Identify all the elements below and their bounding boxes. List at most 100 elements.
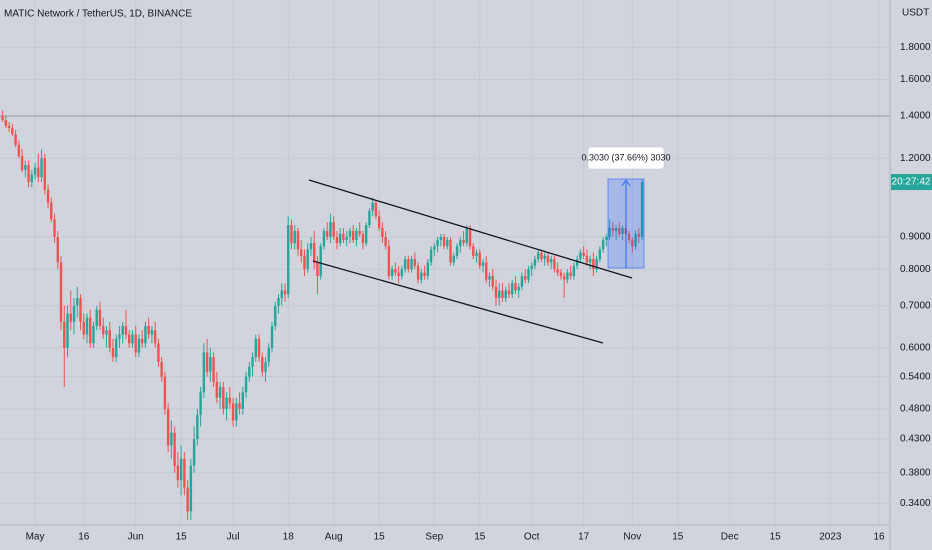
candle-body <box>403 259 407 270</box>
price-axis <box>890 0 932 550</box>
y-tick-label: 1.8000 <box>900 42 931 53</box>
candle-body <box>183 458 186 488</box>
candle-body <box>524 276 527 280</box>
candle-body <box>407 259 410 270</box>
candle-body <box>579 252 582 260</box>
candle-body <box>498 290 501 298</box>
x-tick-label: May <box>26 532 45 543</box>
candle-body <box>1 116 4 121</box>
candle-body <box>410 259 413 270</box>
y-tick-label: 0.4800 <box>900 404 931 415</box>
channel-upper <box>308 179 633 279</box>
channel-lower <box>312 260 604 344</box>
candle-body <box>69 313 72 322</box>
candle-body <box>436 240 439 247</box>
candle-body <box>244 376 248 393</box>
y-tick-label: 0.8000 <box>900 264 931 275</box>
candle-body <box>173 432 176 466</box>
candle-body <box>40 158 43 178</box>
candle-body <box>108 330 111 348</box>
candle-body <box>319 246 322 277</box>
candle-body <box>59 262 63 322</box>
candle-body <box>157 343 160 362</box>
candle-body <box>556 269 559 273</box>
candle-body <box>384 236 387 247</box>
candle-body <box>514 283 517 291</box>
candle-body <box>361 233 365 244</box>
candle-body <box>37 167 40 178</box>
candle-body <box>50 202 53 220</box>
candle-body <box>85 317 89 335</box>
candle-body <box>608 227 611 237</box>
candle-body <box>231 403 235 421</box>
candle-body <box>300 249 303 256</box>
candle-body <box>53 219 56 237</box>
candle-body <box>501 290 504 298</box>
candle-body <box>394 269 397 273</box>
x-tick-label: Oct <box>524 532 540 543</box>
candle-body <box>559 272 563 277</box>
candle-body <box>264 361 267 372</box>
candle-body <box>290 225 293 244</box>
x-tick-label: 15 <box>176 532 188 543</box>
candle-body <box>56 236 59 263</box>
y-tick-label: 1.2000 <box>900 153 931 164</box>
candle-body <box>228 397 232 404</box>
x-tick-label: Dec <box>721 532 739 543</box>
candle-body <box>507 290 511 295</box>
candle-body <box>309 243 313 250</box>
candle-body <box>189 465 193 512</box>
candle-body <box>66 313 69 348</box>
y-tick-label: 0.3800 <box>900 467 931 478</box>
candle-body <box>76 297 79 306</box>
candle-body <box>63 321 66 348</box>
candle-body <box>332 222 335 237</box>
candle-body <box>238 403 241 409</box>
candle-body <box>127 334 131 344</box>
candle-body <box>588 259 592 263</box>
candle-body <box>134 334 137 353</box>
candle-body <box>348 230 352 237</box>
candle-body <box>11 128 14 135</box>
measure-tooltip <box>587 146 665 170</box>
x-tick-label: 15 <box>474 532 486 543</box>
candle-body <box>368 210 371 226</box>
candle-body <box>611 227 615 231</box>
candle-body <box>166 408 170 446</box>
y-tick-label: 0.4300 <box>900 434 931 445</box>
candle-body <box>267 347 270 362</box>
candle-body <box>257 338 261 358</box>
candle-body <box>527 269 530 280</box>
candle-body <box>170 432 173 446</box>
candle-body <box>212 357 215 382</box>
candle-body <box>293 230 296 244</box>
candle-body <box>536 252 540 260</box>
measure-arrowhead <box>621 179 631 187</box>
candle-body <box>241 392 245 409</box>
x-tick-label: 15 <box>374 532 386 543</box>
candle-body <box>322 230 326 247</box>
candle-body <box>634 233 637 247</box>
candle-body <box>254 338 257 358</box>
candle-body <box>150 330 154 335</box>
candle-body <box>429 249 433 263</box>
candle-body <box>364 225 368 244</box>
chart-title: MATIC Network / TetherUS, 1D, BINANCE <box>4 9 192 20</box>
candle-body <box>43 158 46 190</box>
candle-body <box>218 387 222 398</box>
candle-body <box>465 227 468 244</box>
y-tick-label: 0.3400 <box>900 498 931 509</box>
candle-body <box>4 120 8 127</box>
candle-body <box>186 487 189 512</box>
candle-body <box>374 202 378 217</box>
candle-body <box>329 222 332 237</box>
candle-body <box>575 259 579 266</box>
candle-body <box>335 236 339 244</box>
candle-body <box>472 246 475 256</box>
candle-body <box>283 290 287 295</box>
candle-body <box>209 357 212 372</box>
candle-body <box>420 272 423 280</box>
candle-body <box>82 321 85 335</box>
candle-body <box>637 233 641 237</box>
x-tick-label: 2023 <box>819 532 842 543</box>
